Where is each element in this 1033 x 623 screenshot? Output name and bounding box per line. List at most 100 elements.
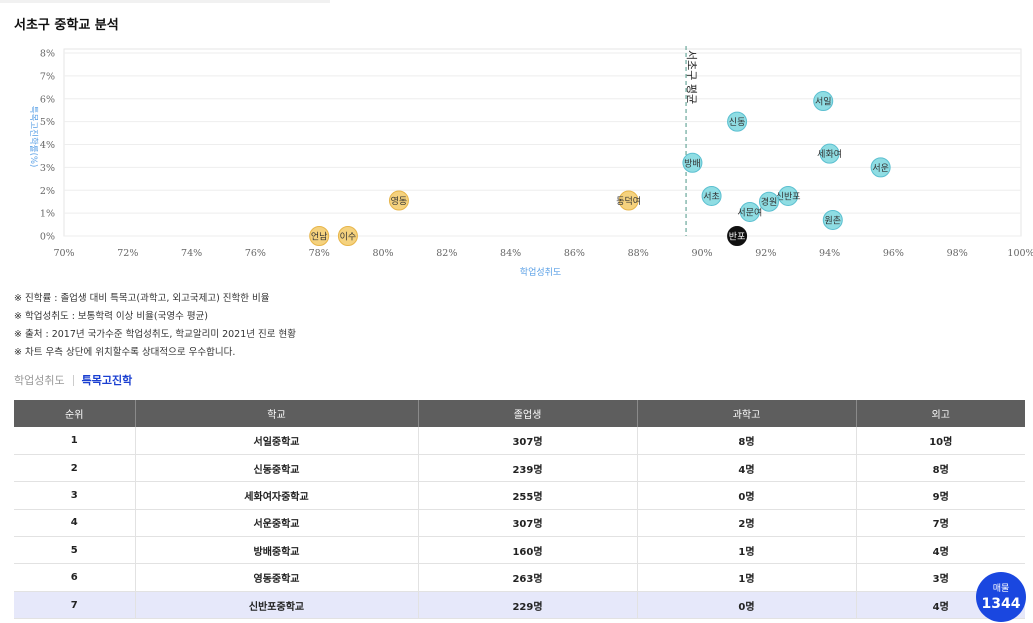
science-cell: 8명 xyxy=(637,427,857,455)
table-row[interactable]: 6 영동중학교 263명 1명 3명 xyxy=(14,563,1025,592)
y-tick-label: 5% xyxy=(40,117,55,128)
foreign-cell: 10명 xyxy=(856,427,1025,455)
x-tick-label: 74% xyxy=(181,248,202,259)
school-point xyxy=(778,185,799,206)
graduates-cell: 229명 xyxy=(418,591,638,620)
top-divider xyxy=(0,0,330,3)
school-cell: 서운중학교 xyxy=(135,509,419,538)
school-point-label: 서문여 xyxy=(737,206,762,218)
note-rate: ※ 진학률 : 졸업생 대비 특목고(과학고, 외고국제고) 진학한 비율 xyxy=(14,293,270,304)
tab-achievement[interactable]: 학업성취도 xyxy=(14,374,65,387)
listings-label: 매물 xyxy=(992,584,1010,594)
school-point-label: 동덕여 xyxy=(616,195,641,207)
graduates-cell: 255명 xyxy=(418,481,638,510)
school-point xyxy=(388,190,409,211)
school-point-label: 방배 xyxy=(684,158,701,169)
average-reference-label: 서초구 평균 xyxy=(685,50,698,104)
school-point-label: 경원 xyxy=(761,196,778,208)
x-tick-label: 78% xyxy=(309,248,330,259)
school-point-label: 신반포 xyxy=(776,191,801,202)
rank-cell: 4 xyxy=(14,509,136,538)
note-source: ※ 출처 : 2017년 국가수준 학업성취도, 학교알리미 2021년 진로 … xyxy=(14,329,296,340)
y-tick-label: 4% xyxy=(40,140,55,151)
school-point-label: 서초 xyxy=(703,191,720,202)
y-tick-label: 1% xyxy=(40,209,55,220)
graduates-cell: 160명 xyxy=(418,536,638,565)
note-guide: ※ 차트 우측 상단에 위치할수록 상대적으로 우수합니다. xyxy=(14,347,236,358)
x-tick-label: 84% xyxy=(500,248,521,259)
table-row[interactable]: 4 서운중학교 307명 2명 7명 xyxy=(14,509,1025,538)
school-cell: 서일중학교 xyxy=(135,427,419,455)
x-tick-label: 96% xyxy=(883,248,904,259)
school-cell: 영동중학교 xyxy=(135,563,419,592)
rank-cell: 3 xyxy=(14,481,136,510)
science-cell: 2명 xyxy=(637,509,857,538)
col-rank: 순위 xyxy=(14,400,136,427)
table-row-highlighted[interactable]: 7 신반포중학교 229명 0명 4명 xyxy=(14,591,1025,620)
y-axis-label: 특목고진학률(%) xyxy=(28,106,39,168)
rank-cell: 5 xyxy=(14,536,136,565)
school-point-label: 세화여 xyxy=(817,148,842,160)
school-point xyxy=(727,226,748,246)
school-point xyxy=(682,152,703,173)
table-header-row: 순위 학교 졸업생 과학고 외고 xyxy=(14,400,1025,427)
school-cell: 방배중학교 xyxy=(135,536,419,565)
x-tick-label: 82% xyxy=(436,248,457,259)
tab-divider xyxy=(72,374,74,386)
school-point-label: 영동 xyxy=(391,196,408,207)
col-science-hs: 과학고 xyxy=(637,400,857,427)
x-tick-label: 94% xyxy=(819,248,840,259)
rank-cell: 6 xyxy=(14,563,136,592)
ranking-table: 순위 학교 졸업생 과학고 외고 1 서일중학교 307명 8명 10명 2 신… xyxy=(14,400,1025,620)
table-row[interactable]: 5 방배중학교 160명 1명 4명 xyxy=(14,536,1025,565)
school-point xyxy=(758,191,779,212)
x-tick-label: 100% xyxy=(1007,248,1033,259)
school-cell: 신반포중학교 xyxy=(135,591,419,620)
y-tick-label: 0% xyxy=(40,232,55,243)
note-achievement: ※ 학업성취도 : 보통학력 이상 비율(국영수 평균) xyxy=(14,311,209,322)
chart-notes: ※ 진학률 : 졸업생 대비 특목고(과학고, 외고국제고) 진학한 비율 ※ … xyxy=(14,290,296,362)
y-tick-label: 7% xyxy=(40,71,55,82)
science-cell: 1명 xyxy=(637,536,857,565)
table-row[interactable]: 1 서일중학교 307명 8명 10명 xyxy=(14,427,1025,455)
tab-bar: 학업성취도 특목고진학 xyxy=(14,372,132,388)
y-tick-label: 8% xyxy=(40,49,55,60)
school-point xyxy=(870,157,891,178)
school-point xyxy=(739,201,760,222)
col-graduates: 졸업생 xyxy=(418,400,638,427)
tab-special-high-school[interactable]: 특목고진학 xyxy=(81,374,133,387)
table-row[interactable]: 2 신동중학교 239명 4명 8명 xyxy=(14,454,1025,483)
school-point-label: 이수 xyxy=(340,232,357,243)
x-tick-label: 86% xyxy=(564,248,585,259)
listings-count-button[interactable]: 매물 1344 xyxy=(976,572,1026,622)
table-row[interactable]: 3 세화여자중학교 255명 0명 9명 xyxy=(14,481,1025,510)
school-point xyxy=(813,91,834,112)
school-point-label: 언남 xyxy=(311,231,328,243)
foreign-cell: 7명 xyxy=(856,509,1025,538)
scatter-chart: 0% 1% 2% 3% 4% 5% 6% 7% 8% 70% 72% 74% 76% 78% 80% 82% 8… xyxy=(0,38,1033,288)
science-cell: 0명 xyxy=(637,591,857,620)
x-tick-label: 92% xyxy=(755,248,776,259)
foreign-cell: 8명 xyxy=(856,454,1025,483)
y-tick-label: 3% xyxy=(40,163,55,174)
school-point xyxy=(618,190,639,211)
x-tick-label: 98% xyxy=(947,248,968,259)
page-title: 서초구 중학교 분석 xyxy=(14,18,119,33)
school-cell: 세화여자중학교 xyxy=(135,481,419,510)
graduates-cell: 263명 xyxy=(418,563,638,592)
x-tick-label: 88% xyxy=(628,248,649,259)
listings-count: 1344 xyxy=(981,596,1021,612)
rank-cell: 1 xyxy=(14,427,136,455)
foreign-cell: 9명 xyxy=(856,481,1025,510)
graduates-cell: 307명 xyxy=(418,509,638,538)
school-point xyxy=(309,226,330,246)
x-tick-label: 90% xyxy=(691,248,712,259)
science-cell: 4명 xyxy=(637,454,857,483)
school-cell: 신동중학교 xyxy=(135,454,419,483)
x-tick-label: 80% xyxy=(372,248,393,259)
graduates-cell: 239명 xyxy=(418,454,638,483)
school-point xyxy=(822,209,843,230)
x-axis-label: 학업성취도 xyxy=(520,267,561,278)
graduates-cell: 307명 xyxy=(418,427,638,455)
x-tick-label: 72% xyxy=(117,248,138,259)
